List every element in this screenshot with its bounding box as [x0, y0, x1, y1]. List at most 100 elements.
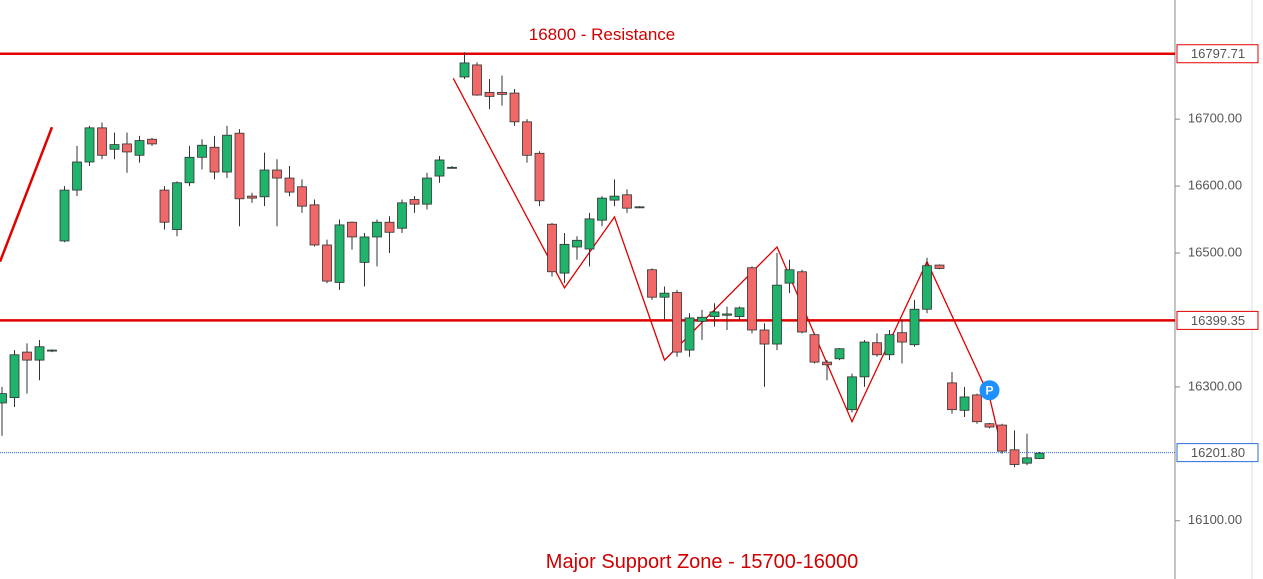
- candle-body: [334, 224, 345, 283]
- candle-body: [522, 121, 532, 156]
- candle-body: [922, 265, 932, 310]
- candle-body: [797, 271, 807, 333]
- candle-body: [359, 236, 370, 263]
- candle-body: [872, 342, 882, 356]
- candle-body: [484, 91, 495, 97]
- y-tick-label: 16300.00: [1188, 378, 1242, 393]
- level-label: 16399.35: [1191, 313, 1245, 328]
- candle-body: [597, 197, 607, 221]
- marker-label: P: [985, 383, 993, 397]
- candle-body: [434, 159, 445, 177]
- candle-body: [47, 349, 57, 352]
- level-label-box: [1176, 310, 1259, 330]
- candle-body: [197, 144, 207, 158]
- candle-body: [22, 351, 32, 361]
- candle-body: [272, 169, 282, 179]
- candle-body: [747, 267, 757, 331]
- candle-body: [422, 177, 432, 205]
- candle-body: [772, 284, 782, 345]
- y-tick-label: 16100.00: [1188, 512, 1242, 527]
- candle-body: [997, 424, 1007, 452]
- candle-body: [309, 204, 320, 246]
- candle-body: [459, 62, 470, 78]
- candle-body: [372, 221, 382, 238]
- candle-body: [784, 269, 795, 284]
- candle-body: [722, 313, 732, 316]
- candle-body: [84, 127, 95, 163]
- annotation: 16800 - Resistance: [529, 25, 675, 44]
- candle-body: [584, 218, 595, 250]
- candle-body: [859, 341, 870, 378]
- candle-body: [122, 143, 132, 153]
- candle-body: [947, 382, 957, 411]
- candle-body: [284, 177, 295, 193]
- trend-line: [452, 78, 1003, 450]
- annotation: Major Support Zone - 15700-16000: [546, 551, 858, 573]
- candle-body: [0, 393, 7, 404]
- candle-body: [847, 376, 857, 411]
- candle-body: [72, 161, 82, 191]
- candle-body: [609, 195, 620, 201]
- candle-body: [209, 146, 220, 173]
- candle-body: [897, 332, 907, 343]
- candle-body: [347, 221, 357, 238]
- candle-body: [659, 292, 670, 298]
- candle-body: [97, 127, 107, 156]
- candle-body: [184, 156, 195, 184]
- candle-body: [134, 140, 145, 156]
- candle-body: [534, 152, 545, 202]
- candle-body: [147, 138, 157, 145]
- candle-body: [59, 189, 70, 242]
- candle-body: [909, 308, 920, 346]
- candle-body: [759, 329, 770, 345]
- candle-body: [509, 92, 520, 123]
- candle-body: [1034, 452, 1045, 459]
- candle-body: [734, 307, 745, 318]
- candle-body: [9, 354, 20, 399]
- candle-body: [159, 189, 170, 223]
- candle-body: [247, 195, 257, 199]
- level-label-box: [1176, 44, 1259, 64]
- candle-body: [959, 396, 970, 411]
- candle-body: [934, 264, 945, 269]
- candle-body: [234, 132, 245, 200]
- candle-body: [384, 221, 395, 233]
- candle-body: [572, 239, 582, 248]
- candle-body: [634, 206, 645, 209]
- candle-body: [297, 186, 307, 207]
- candle-body: [34, 346, 45, 361]
- candle-body: [622, 194, 632, 209]
- marker: [979, 380, 1000, 401]
- candle-body: [397, 202, 407, 229]
- candle-body: [1022, 457, 1032, 464]
- y-tick-label: 16600.00: [1188, 178, 1242, 193]
- candle-body: [822, 361, 832, 366]
- candle-body: [647, 269, 657, 298]
- candle-body: [672, 292, 682, 353]
- level-label-box: [1176, 443, 1259, 463]
- level-label: 16201.80: [1191, 445, 1245, 460]
- candle-body: [447, 166, 457, 169]
- candle-body: [259, 169, 270, 198]
- candle-body: [547, 223, 557, 273]
- candle-body: [834, 348, 845, 360]
- candle-body: [497, 91, 507, 95]
- candle-body: [222, 134, 232, 173]
- candle-body: [1009, 449, 1020, 465]
- candle-body: [884, 334, 895, 356]
- candle-body: [697, 316, 707, 322]
- candle-body: [472, 64, 482, 96]
- candle-body: [984, 423, 995, 428]
- candle-body: [972, 394, 982, 423]
- candle-body: [809, 334, 820, 363]
- candle-body: [109, 144, 120, 150]
- y-tick-label: 16700.00: [1188, 111, 1242, 126]
- level-label: 16797.71: [1191, 46, 1245, 61]
- candle-body: [709, 311, 720, 318]
- candle-body: [409, 199, 420, 205]
- trend-line: [0, 126, 54, 263]
- candle-body: [322, 244, 332, 282]
- candle-body: [172, 182, 182, 230]
- y-tick-label: 16500.00: [1188, 244, 1242, 259]
